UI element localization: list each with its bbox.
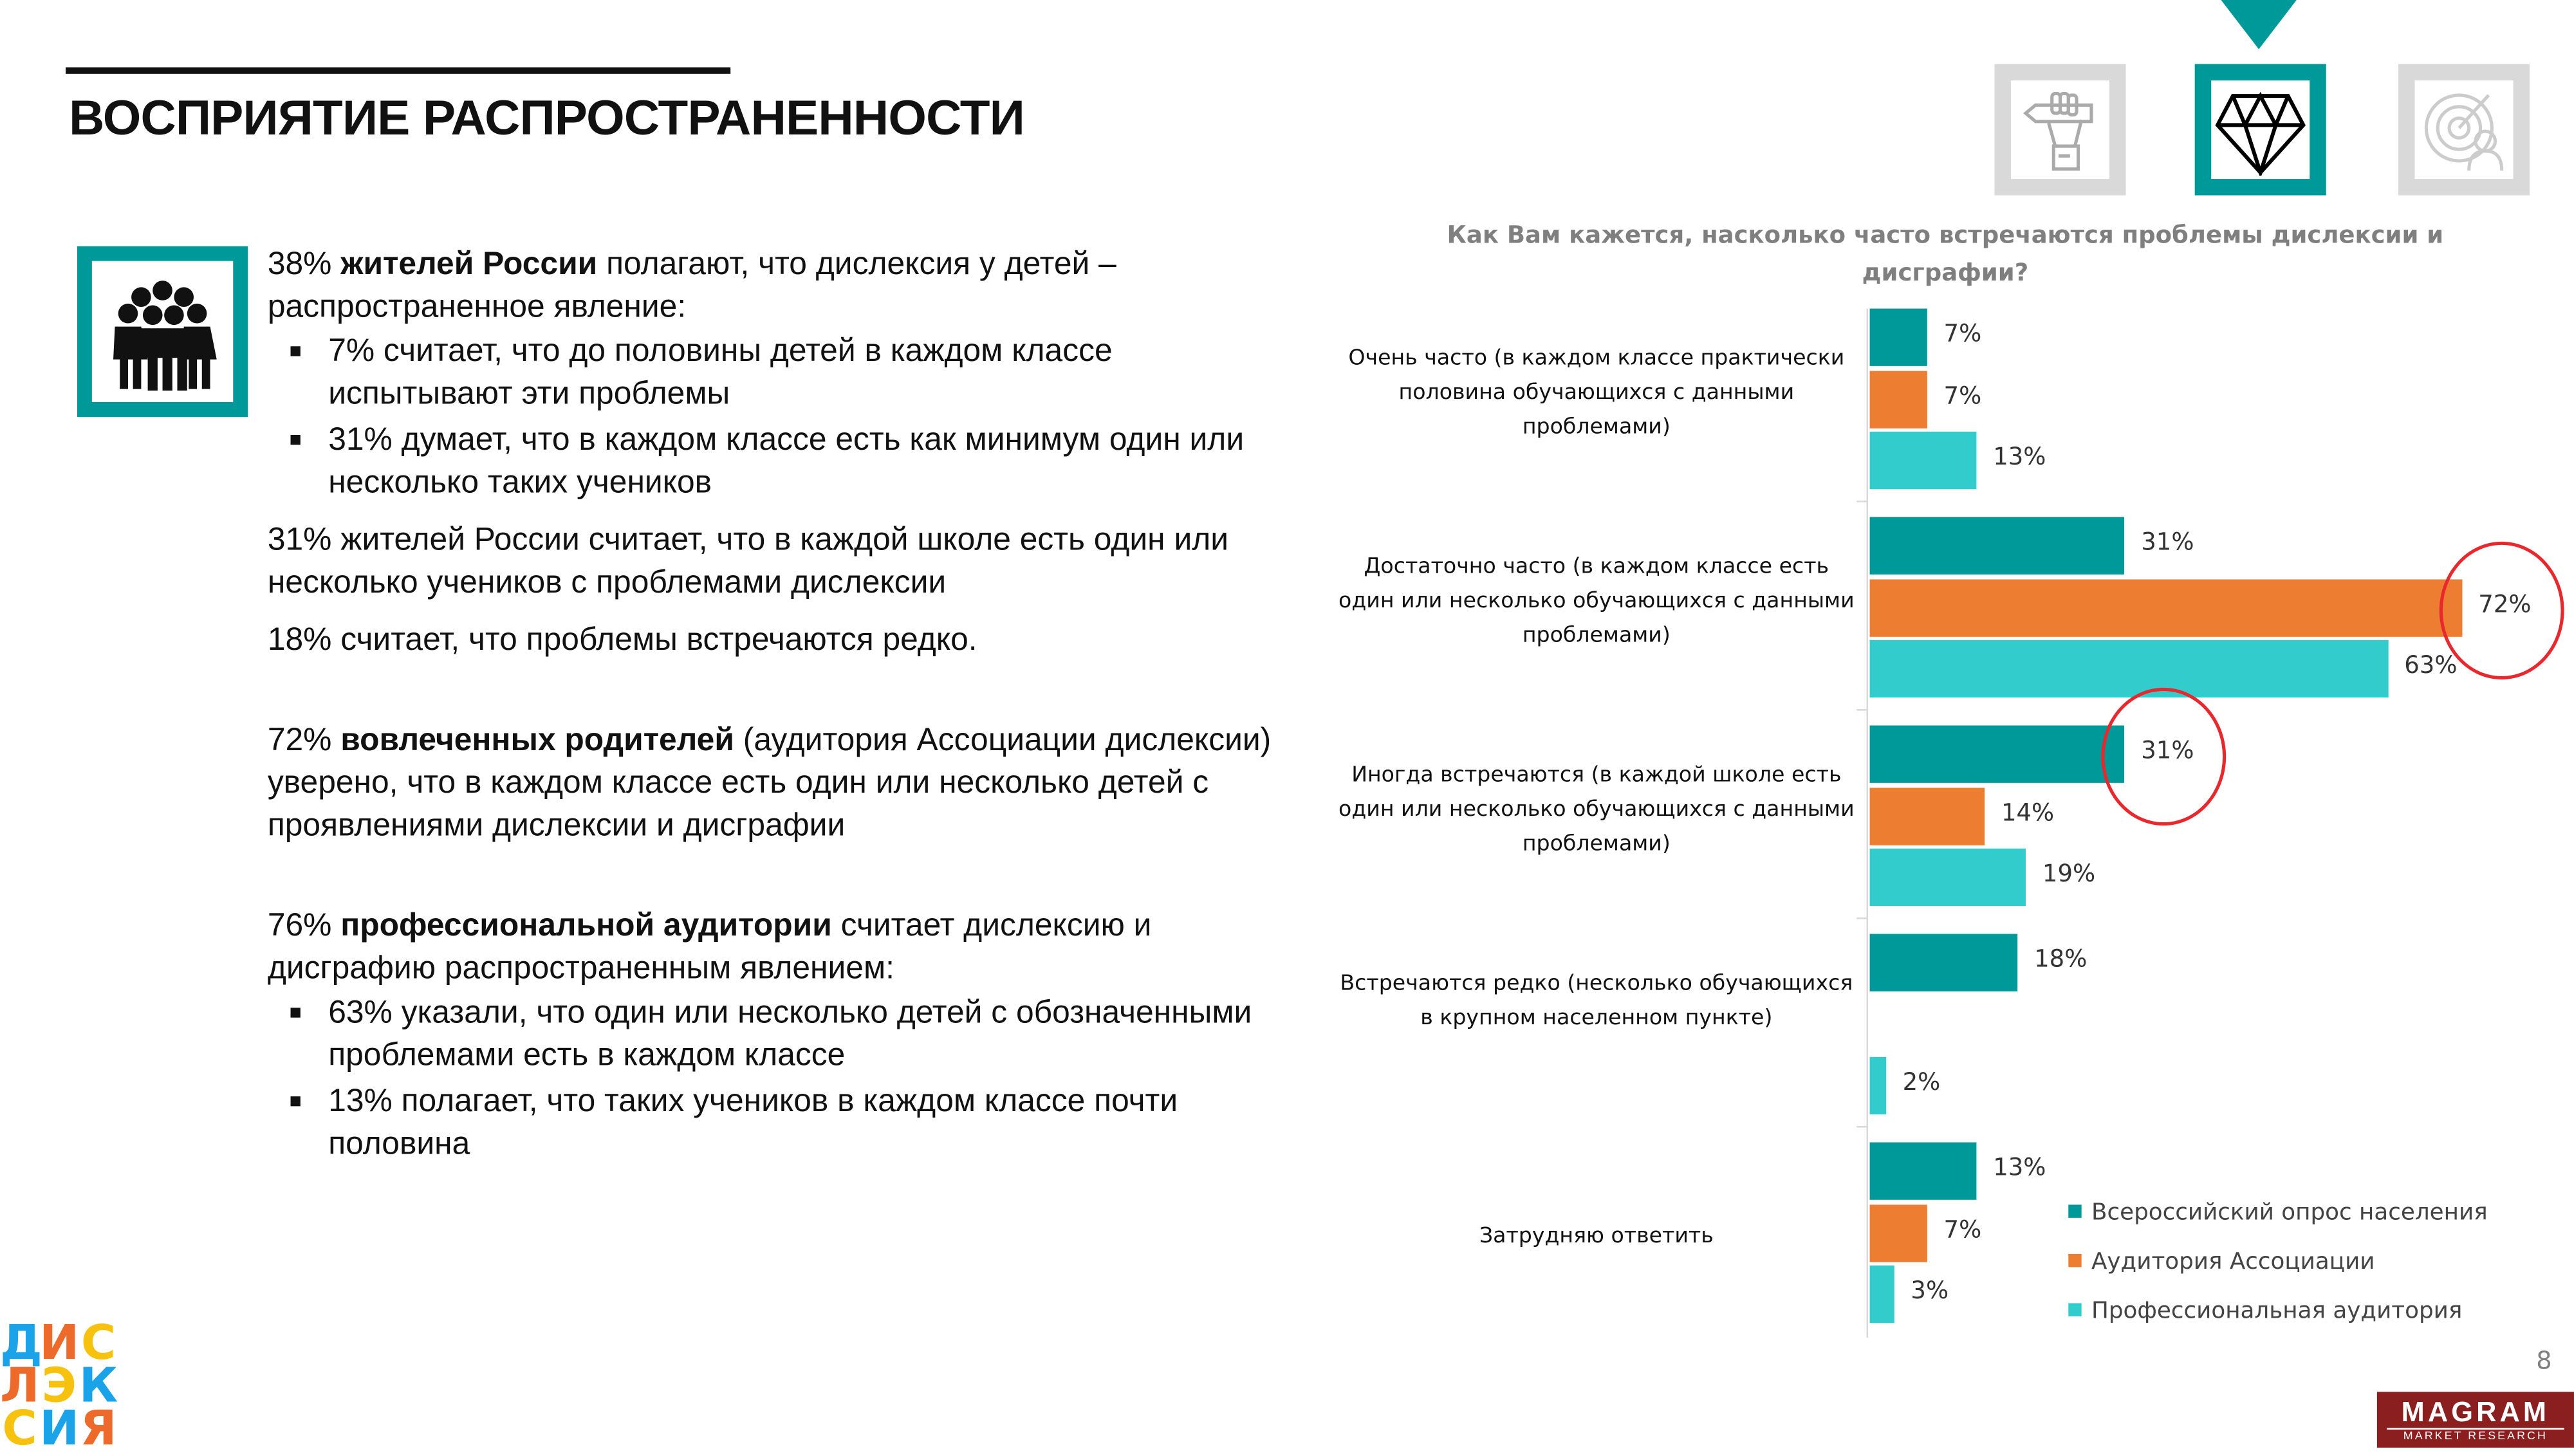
brand-name: MAGRAM	[2387, 1397, 2564, 1430]
legend-item: Профессиональная аудитория	[2068, 1298, 2462, 1325]
nav-tab-diamond[interactable]	[2194, 64, 2326, 196]
highlight-circle	[2102, 687, 2227, 826]
bullet-item: 31% думает, что в каждом классе есть как…	[290, 419, 1285, 504]
para-parents: 72% вовлеченных родителей (аудитория Асс…	[267, 722, 1272, 844]
data-label: 7%	[1943, 1217, 1982, 1244]
bar	[1869, 725, 2125, 783]
para-rare: 18% считает, что проблемы встречаются ре…	[267, 622, 977, 658]
data-label: 31%	[2141, 530, 2194, 557]
bullet-item: 13% полагает, что таких учеников в каждо…	[290, 1080, 1285, 1166]
category-label: Очень часто (в каждом классе практически…	[1348, 346, 1845, 440]
bar	[1869, 934, 2018, 991]
legend-label: Всероссийский опрос населения	[2091, 1199, 2488, 1226]
bar	[1869, 1265, 1894, 1323]
legend-swatch	[2068, 1303, 2082, 1316]
bar	[1869, 1142, 1977, 1200]
data-label: 7%	[1943, 383, 1982, 410]
bar	[1869, 370, 1928, 428]
bar	[1869, 1056, 1887, 1115]
bar	[1869, 640, 2388, 698]
legend-item: Всероссийский опрос населения	[2068, 1199, 2488, 1226]
highlight-circle	[2439, 540, 2564, 679]
legend-label: Аудитория Ассоциации	[2091, 1249, 2375, 1276]
bullet-item: 63% указали, что один или несколько дете…	[290, 991, 1285, 1077]
population-bullets: 7% считает, что до половины детей в кажд…	[268, 330, 1286, 504]
bar	[1869, 787, 1985, 845]
data-label: 13%	[1993, 1155, 2046, 1182]
bullet-item: 7% считает, что до половины детей в кажд…	[290, 330, 1285, 416]
category-label: Достаточно часто (в каждом классе есть о…	[1338, 555, 1855, 649]
bar	[1869, 308, 1928, 366]
people-icon-box	[77, 246, 248, 417]
summary-text: 38% жителей России полагают, что дислекс…	[268, 243, 1286, 1181]
data-label: 63%	[2404, 653, 2458, 680]
target-person-icon	[2424, 93, 2504, 171]
active-indicator-arrow	[2221, 0, 2297, 50]
category-axis	[1866, 308, 1869, 1338]
bar	[1869, 1204, 1928, 1262]
page-title: ВОСПРИЯТИЕ РАСПРОСТРАНЕННОСТИ	[69, 91, 1025, 147]
legend-item: Аудитория Ассоциации	[2068, 1249, 2375, 1275]
category-label: Встречаются редко (несколько обучающихся…	[1340, 972, 1853, 1031]
axis-tick	[1856, 501, 1869, 502]
people-group-icon	[113, 281, 217, 391]
title-rule	[66, 67, 731, 74]
bar	[1869, 848, 2026, 907]
category-label: Затрудняю ответить	[1479, 1224, 1714, 1249]
page-number: 8	[2536, 1345, 2552, 1376]
legend-swatch	[2068, 1253, 2082, 1267]
fist-pencil-icon	[2023, 91, 2093, 171]
data-label: 3%	[1911, 1278, 1949, 1305]
legend-swatch	[2068, 1204, 2082, 1218]
bar	[1869, 517, 2125, 575]
chart-title: Как Вам кажется, насколько часто встреча…	[1447, 223, 2444, 288]
data-label: 13%	[1993, 445, 2046, 472]
data-label: 14%	[2001, 800, 2055, 827]
data-label: 7%	[1943, 321, 1982, 348]
para-population: 38% жителей России полагают, что дислекс…	[267, 246, 1116, 326]
legend-label: Профессиональная аудитория	[2091, 1298, 2463, 1325]
axis-tick	[1856, 917, 1869, 919]
professional-bullets: 63% указали, что один или несколько дете…	[268, 991, 1286, 1165]
para-schools: 31% жителей России считает, что в каждой…	[267, 522, 1229, 601]
axis-tick	[1856, 709, 1869, 711]
para-professionals: 76% профессиональной аудитории считает д…	[267, 907, 1152, 987]
axis-tick	[1856, 1125, 1869, 1128]
data-label: 19%	[2042, 862, 2096, 889]
bar	[1869, 578, 2462, 636]
data-label: 2%	[1902, 1070, 1941, 1097]
magram-logo: MAGRAM MARKET RESEARCH	[2376, 1392, 2574, 1448]
data-label: 18%	[2034, 946, 2088, 973]
nav-tab-target[interactable]	[2398, 64, 2530, 196]
brand-subtitle: MARKET RESEARCH	[2403, 1431, 2548, 1443]
nav-tab-fist-pencil[interactable]	[1994, 64, 2126, 196]
category-label: Иногда встречаются (в каждой школе есть …	[1338, 763, 1855, 857]
bar	[1869, 431, 1977, 490]
diamond-icon	[2215, 91, 2306, 176]
